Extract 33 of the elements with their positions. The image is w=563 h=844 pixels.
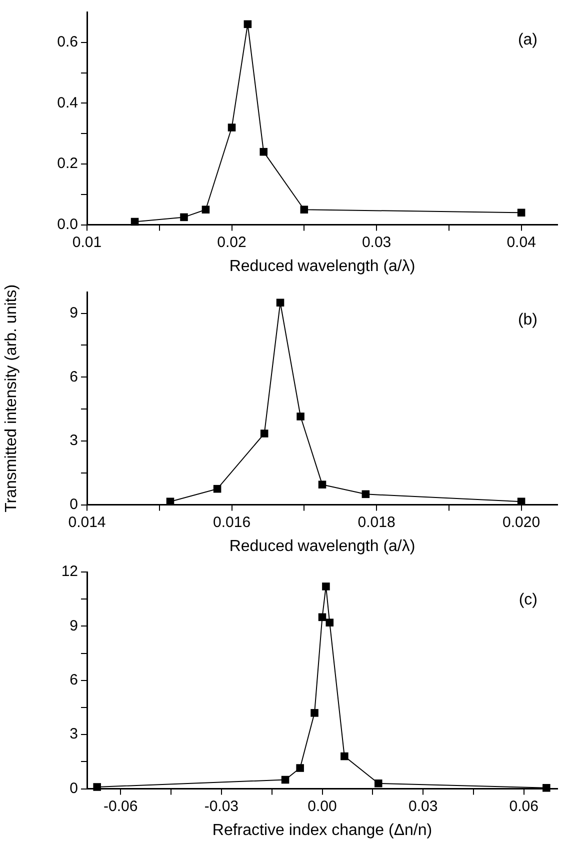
x-tick-label: 0.01: [72, 234, 102, 251]
y-axis-title: Transmitted intensity (arb. units): [3, 284, 20, 512]
x-axis-title: Reduced wavelength (a/λ): [229, 258, 416, 275]
x-tick-label: -0.06: [104, 798, 138, 815]
y-tick-label: 3: [70, 432, 78, 450]
y-tick-label: 6: [70, 672, 78, 689]
y-tick-label: 0.0: [57, 216, 78, 233]
y-tick-label: 0.2: [57, 155, 78, 172]
y-tick-label: 6: [70, 368, 78, 386]
y-tick-label: 0: [70, 496, 78, 513]
x-tick-label: 0.04: [506, 234, 536, 251]
y-tick-label: 9: [70, 617, 78, 634]
x-axis-title: Refractive index change (Δn/n): [212, 822, 432, 839]
y-tick-label: 12: [61, 563, 78, 580]
x-tick-label: 0.020: [502, 514, 540, 531]
annotation: (b): [518, 311, 538, 328]
x-tick-label: 0.02: [217, 234, 246, 251]
x-tick-label: 0.014: [68, 514, 106, 531]
y-tick-label: 3: [70, 726, 78, 743]
annotation: (a): [518, 31, 538, 48]
annotation: (c): [518, 591, 538, 608]
x-tick-label: 0.03: [408, 798, 438, 815]
x-tick-label: 0.03: [362, 234, 392, 251]
y-tick-label: 0.4: [57, 94, 78, 112]
x-axis-title: Reduced wavelength (a/λ): [229, 538, 416, 555]
x-tick-label: 0.06: [509, 798, 538, 815]
x-tick-label: -0.03: [204, 798, 239, 815]
x-tick-label: 0.016: [212, 514, 251, 531]
x-tick-label: 0.00: [308, 798, 337, 815]
y-tick-label: 0.6: [57, 34, 78, 51]
y-tick-label: 9: [70, 304, 78, 322]
y-tick-label: 0: [70, 780, 78, 797]
x-tick-label: 0.018: [358, 514, 396, 531]
